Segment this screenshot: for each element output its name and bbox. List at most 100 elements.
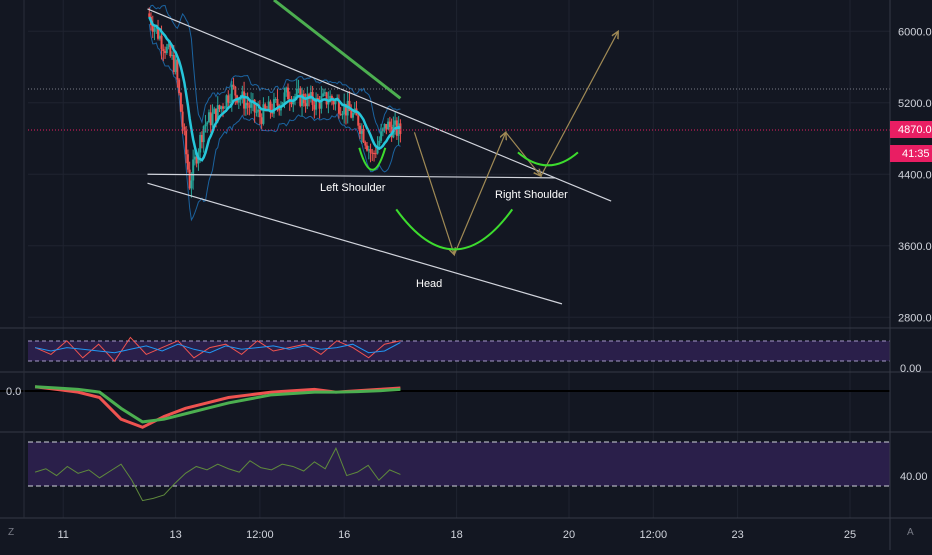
- rsi-line: [34, 447, 401, 502]
- candle-body: [339, 113, 342, 115]
- candle-body: [394, 120, 397, 125]
- candle-body: [332, 100, 335, 105]
- candle-body: [378, 140, 381, 146]
- candle-body: [362, 128, 365, 143]
- candle-body: [200, 134, 203, 143]
- candle-body: [274, 99, 277, 101]
- bollinger-bands: [148, 4, 401, 222]
- candle-body: [264, 104, 267, 110]
- candle-body: [162, 49, 165, 52]
- zoom-toggle-z[interactable]: Z: [8, 527, 14, 538]
- bollinger-lower: [148, 24, 401, 222]
- countdown-label: 41:35: [902, 148, 930, 160]
- candle-body: [223, 107, 226, 109]
- time-tick-label: 12:00: [246, 529, 274, 541]
- candle-body: [343, 103, 346, 115]
- candle-body: [232, 84, 235, 87]
- long-moving-average: [273, 0, 402, 100]
- candle-body: [267, 101, 270, 112]
- candle-body: [344, 103, 347, 116]
- candle-body: [262, 104, 265, 124]
- stoch-band: [28, 341, 890, 361]
- candle-body: [397, 123, 400, 136]
- candle-body: [260, 117, 263, 124]
- time-tick-label: 11: [57, 529, 68, 541]
- price-axis[interactable]: 6000.0 5200.0 4400.0 3600.0 2800.0: [898, 26, 932, 324]
- candle-body: [158, 35, 161, 39]
- candle-body: [306, 94, 309, 107]
- candle-body: [234, 86, 237, 96]
- candle-body: [380, 131, 383, 141]
- candle-body: [250, 102, 253, 108]
- candle-body: [174, 59, 177, 72]
- price-pane[interactable]: Left Shoulder Head Right Shoulder: [28, 0, 890, 305]
- candle-body: [195, 156, 198, 164]
- current-price-label: 4870.0: [898, 124, 932, 136]
- candle-body: [371, 152, 374, 154]
- candle-body: [211, 113, 214, 126]
- time-tick-label: 16: [338, 529, 350, 541]
- candle-body: [369, 149, 372, 153]
- stoch-k-line: [34, 336, 401, 363]
- candle-body: [222, 106, 225, 109]
- time-tick-label: 20: [563, 529, 575, 541]
- candle-body: [360, 128, 363, 134]
- head-curve: [395, 208, 514, 251]
- candle-body: [359, 125, 362, 134]
- candle-body: [243, 91, 246, 109]
- rsi-line: [34, 447, 401, 502]
- current-price-badge: [890, 121, 932, 138]
- candle-body: [320, 96, 323, 109]
- candle-body: [183, 126, 186, 131]
- candle-body: [171, 54, 174, 57]
- macd-axis-label: 0.0: [6, 386, 21, 398]
- candle-body: [244, 102, 247, 109]
- candle-body: [385, 123, 388, 130]
- candle-body: [164, 51, 167, 54]
- candle-body: [225, 95, 228, 108]
- candle-body: [153, 28, 156, 32]
- candle-body: [257, 109, 260, 112]
- grid: [28, 0, 890, 518]
- candle-body: [387, 121, 390, 130]
- candle-body: [214, 108, 217, 122]
- candle-body: [373, 153, 376, 155]
- candle-body: [376, 145, 379, 154]
- candle-body: [366, 145, 369, 151]
- candle-body: [237, 99, 240, 103]
- auto-scale-a[interactable]: A: [907, 527, 914, 538]
- rsi-axis-label: 40.00: [900, 471, 928, 483]
- candle-body: [220, 106, 223, 110]
- candle-body: [350, 110, 353, 118]
- candle-body: [357, 115, 360, 126]
- candle-body: [341, 114, 344, 116]
- candle-body: [399, 123, 402, 134]
- candle-body: [216, 105, 219, 122]
- candle-body: [190, 180, 193, 189]
- trendline: [147, 173, 555, 179]
- time-axis[interactable]: 11 13 12:00 16 18 20 12:00 23 25: [57, 529, 856, 541]
- time-tick-label: 25: [844, 529, 856, 541]
- candle-body: [374, 153, 377, 155]
- candle-body: [248, 105, 251, 108]
- candle-body: [295, 89, 298, 97]
- candle-body: [290, 101, 293, 105]
- candle-body: [304, 103, 307, 107]
- candle-body: [185, 130, 188, 155]
- price-tick-label: 6000.0: [898, 26, 932, 38]
- price-tick-label: 5200.0: [898, 98, 932, 110]
- candle-body: [287, 87, 289, 100]
- candle-body: [334, 100, 337, 105]
- candle-body: [169, 44, 172, 57]
- candle-body: [148, 13, 151, 17]
- time-tick-label: 18: [450, 529, 462, 541]
- candle-body: [213, 108, 216, 114]
- drawings: [147, 8, 619, 305]
- candle-body: [315, 97, 318, 110]
- candle-body: [165, 46, 168, 54]
- left-shoulder-label: Left Shoulder: [320, 182, 386, 194]
- candle-body: [151, 25, 154, 32]
- candle-body: [388, 121, 391, 127]
